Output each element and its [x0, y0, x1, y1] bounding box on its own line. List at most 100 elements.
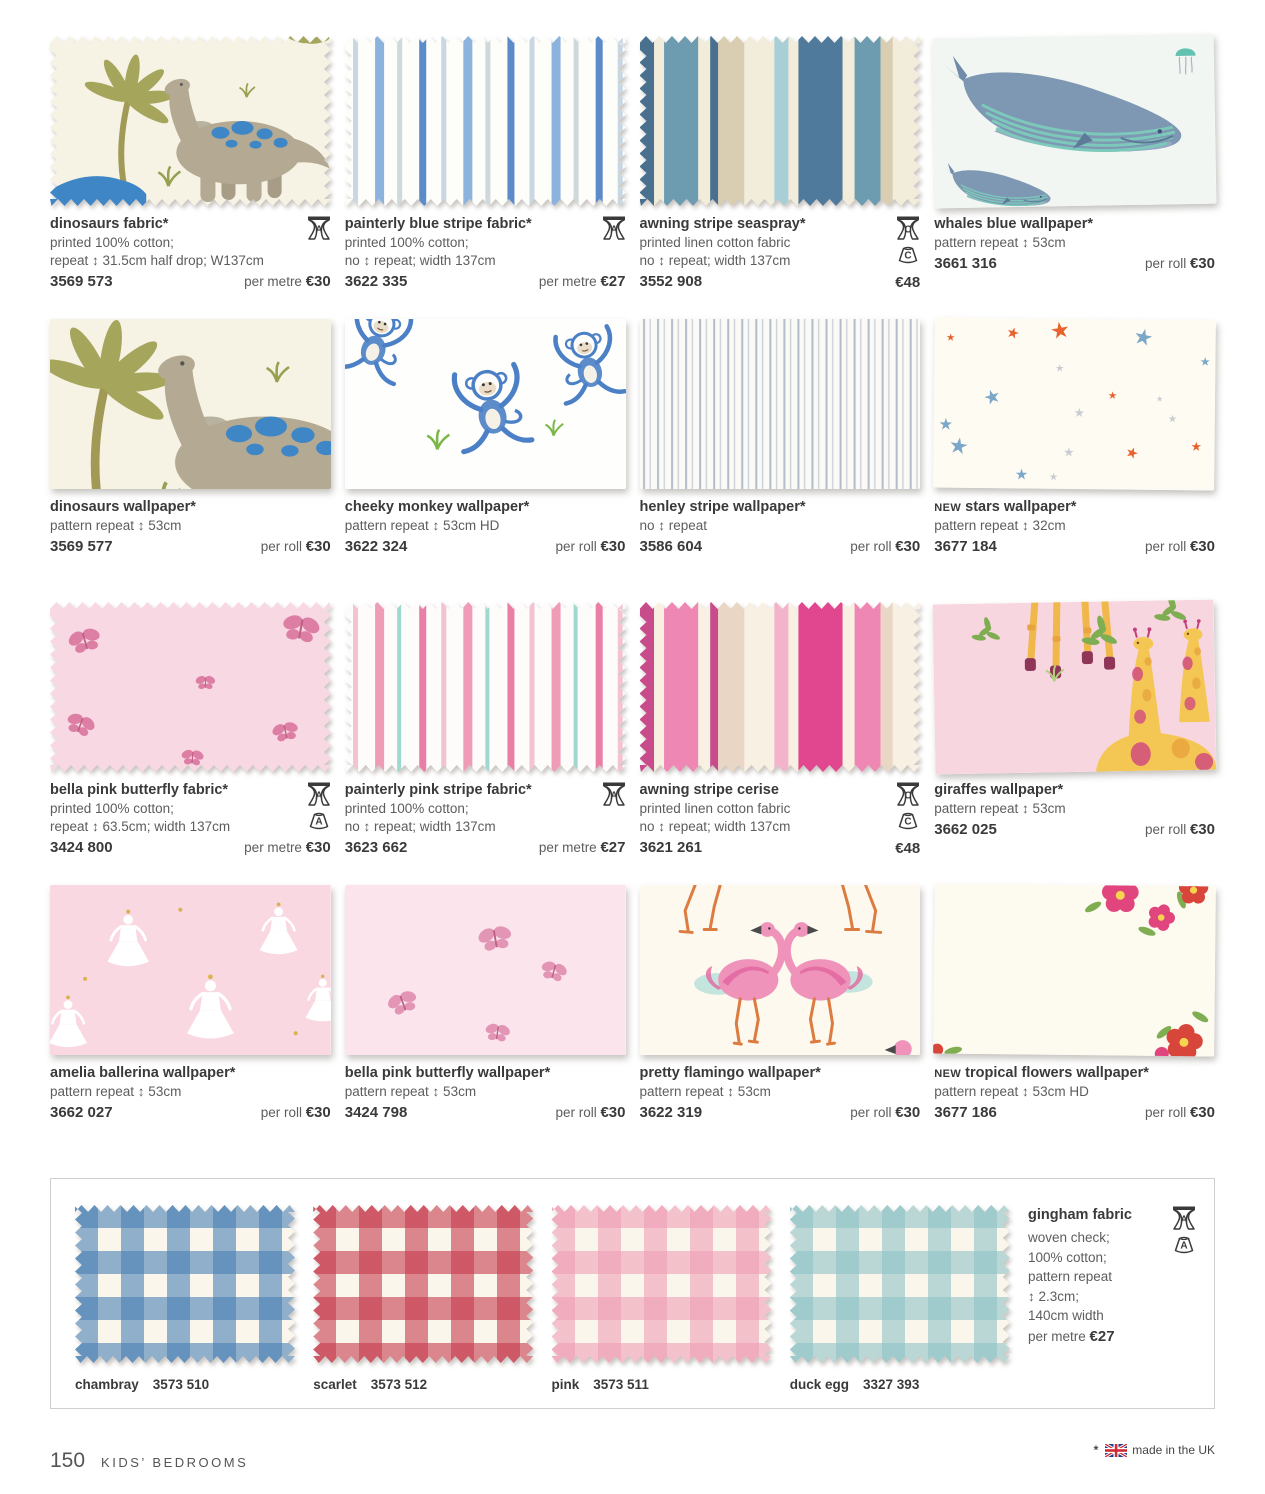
product-desc: no ↕ repeat; width 137cm — [344, 252, 496, 268]
product-cell: amelia ballerina wallpaper* pattern repe… — [50, 885, 331, 1148]
cheeky-monkey-wallpaper-swatch — [344, 319, 626, 489]
lampshade-icon: A — [309, 812, 328, 830]
product-price: per roll €30 — [260, 1103, 331, 1121]
product-code: 3569 573 — [50, 272, 113, 290]
swatch-code: 3573 511 — [593, 1377, 649, 1392]
svg-text:C: C — [904, 225, 911, 236]
product-cell: A painterly pink stripe fabric* printed … — [344, 602, 626, 865]
product-title: dinosaurs wallpaper* — [50, 499, 196, 515]
product-code: 3424 798 — [344, 1103, 408, 1121]
product-desc: printed linen cotton fabric — [639, 235, 791, 251]
product-cell: C C €48 awning stripe seaspray* printed … — [639, 36, 921, 299]
product-cell: C C €48 awning stripe cerise printed lin… — [639, 602, 921, 865]
product-cell: bella pink butterfly wallpaper* pattern … — [344, 885, 626, 1148]
swatch-code: 3327 393 — [863, 1377, 920, 1392]
product-title: pretty flamingo wallpaper* — [639, 1065, 821, 1081]
curtain-icon: A — [307, 781, 331, 806]
page-number: 150 — [50, 1449, 86, 1472]
product-cell: A painterly blue stripe fabric* printed … — [344, 36, 626, 299]
product-desc: pattern repeat ↕ 53cm — [639, 1084, 771, 1100]
product-code: 3661 316 — [934, 254, 997, 272]
svg-text:A: A — [1180, 1215, 1187, 1226]
product-title: amelia ballerina wallpaper* — [50, 1065, 236, 1081]
product-price: per roll €30 — [850, 1103, 921, 1121]
product-desc: pattern repeat ↕ 53cm — [50, 518, 182, 534]
product-code: 3677 184 — [934, 537, 997, 555]
product-desc: pattern repeat ↕ 53cm HD — [344, 518, 500, 534]
product-price: per roll €30 — [1144, 820, 1215, 838]
product-desc: pattern repeat ↕ 53cm — [934, 801, 1066, 817]
product-desc: pattern repeat ↕ 53cm — [934, 235, 1066, 251]
product-desc: pattern repeat ↕ 32cm — [934, 518, 1066, 534]
product-price: per roll €30 — [260, 537, 331, 555]
gingham-desc: 140cm width — [1028, 1308, 1104, 1324]
gingham-desc: 100% cotton; — [1028, 1249, 1107, 1265]
svg-text:A: A — [315, 225, 322, 236]
product-title: henley stripe wallpaper* — [639, 499, 806, 515]
product-desc: repeat ↕ 63.5cm; width 137cm — [50, 818, 231, 834]
gingham-info: A A gingham fabric woven check; 100% cot… — [1028, 1205, 1196, 1392]
product-title: whales blue wallpaper* — [934, 216, 1093, 232]
curtain-icon: A — [601, 215, 626, 240]
gingham-title: gingham fabric — [1028, 1207, 1132, 1223]
gingham-column: scarlet 3573 512 — [313, 1205, 534, 1392]
svg-text:A: A — [610, 225, 617, 236]
swatch-name: scarlet — [313, 1377, 357, 1392]
product-title: awning stripe seaspray* — [639, 216, 806, 232]
new-badge: NEW — [934, 1068, 962, 1080]
made-in-uk-label: made in the UK — [1132, 1443, 1215, 1457]
product-code: 3586 604 — [639, 537, 703, 555]
gingham-price: per metre €27 — [1028, 1327, 1115, 1345]
product-desc: pattern repeat ↕ 53cm — [50, 1084, 182, 1100]
product-code: 3662 027 — [50, 1103, 113, 1121]
product-desc: pattern repeat ↕ 53cm — [344, 1084, 477, 1100]
product-title: bella pink butterfly fabric* — [50, 782, 229, 798]
product-code: 3622 324 — [344, 537, 408, 555]
gingham-column: chambray 3573 510 — [75, 1205, 296, 1392]
product-price: per metre €27 — [538, 272, 626, 290]
product-cell: NEW stars wallpaper* pattern repeat ↕ 32… — [933, 317, 1216, 582]
product-price: per roll €30 — [1144, 254, 1215, 272]
asterisk: * — [1093, 1443, 1099, 1457]
product-code: 3621 261 — [639, 838, 703, 856]
product-desc: printed 100% cotton; — [344, 235, 469, 251]
uk-flag-icon — [1105, 1443, 1128, 1457]
lampshade-icon: A — [1174, 1236, 1194, 1254]
product-desc: no ↕ repeat; width 137cm — [639, 818, 791, 834]
henley-stripe-wallpaper-swatch — [639, 319, 921, 489]
product-cell: henley stripe wallpaper* no ↕ repeat 358… — [639, 319, 921, 582]
bella-pink-butterfly-wallpaper-swatch — [344, 885, 626, 1055]
gingham-pink-swatch — [551, 1205, 772, 1363]
product-code: 3677 186 — [934, 1103, 997, 1121]
product-title: NEW tropical flowers wallpaper* — [934, 1065, 1149, 1081]
curtain-icon: A — [1172, 1205, 1196, 1230]
curtain-icon: C — [895, 781, 920, 806]
product-price: per roll €30 — [1144, 537, 1215, 555]
gingham-section: chambray 3573 510 scarlet 3573 512 pink 357… — [50, 1178, 1215, 1409]
product-cell: NEW tropical flowers wallpaper* pattern … — [933, 883, 1216, 1148]
product-price: €48 — [895, 840, 921, 857]
svg-text:A: A — [315, 791, 322, 802]
product-grid: A dinosaurs fabric* printed 100% cotton;… — [50, 33, 1217, 1148]
amelia-ballerina-wallpaper-swatch — [50, 885, 331, 1055]
product-title: bella pink butterfly wallpaper* — [344, 1065, 551, 1081]
product-title: painterly blue stripe fabric* — [344, 216, 532, 232]
product-title: cheeky monkey wallpaper* — [344, 499, 530, 515]
product-price: per roll €30 — [850, 537, 921, 555]
lampshade-icon: C — [898, 812, 917, 830]
giraffes-wallpaper-swatch — [932, 599, 1217, 775]
swatch-code: 3573 510 — [152, 1377, 210, 1392]
whales-wallpaper-swatch — [932, 33, 1217, 209]
product-code: 3662 025 — [934, 820, 997, 838]
svg-text:C: C — [904, 791, 911, 802]
product-title: NEW stars wallpaper* — [934, 499, 1077, 515]
product-code: 3424 800 — [50, 838, 113, 856]
dinosaurs-fabric-swatch — [50, 36, 331, 206]
gingham-desc: woven check; — [1028, 1230, 1110, 1246]
product-price: per metre €27 — [538, 838, 626, 856]
section-title: KIDS’ BEDROOMS — [101, 1455, 249, 1470]
product-title: giraffes wallpaper* — [934, 782, 1064, 798]
made-in-uk-note: * made in the UK — [1094, 1443, 1215, 1457]
product-cell: whales blue wallpaper* pattern repeat ↕ … — [932, 33, 1217, 299]
